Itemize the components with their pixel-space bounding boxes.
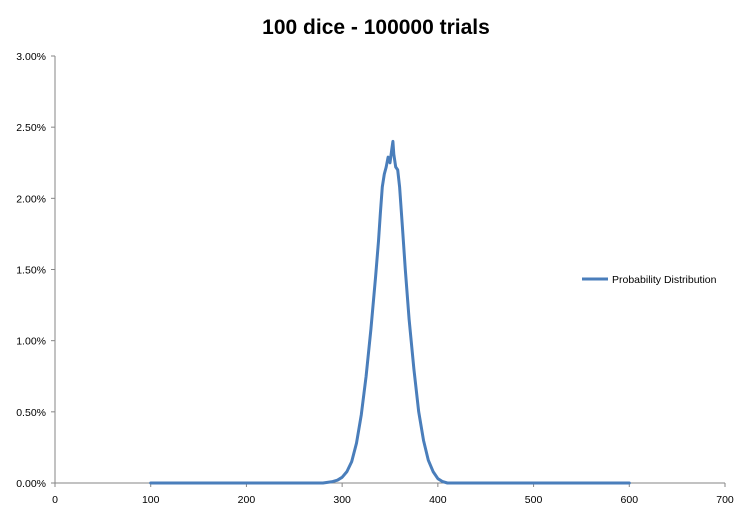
y-axis-ticks: 0.00% 0.50% 1.00% 1.50% 2.00% 2.50% 3.00% — [16, 51, 55, 490]
y-tick-label: 1.50% — [16, 265, 46, 277]
x-tick-label: 300 — [333, 494, 351, 506]
x-tick-label: 400 — [429, 494, 447, 506]
y-tick-label: 3.00% — [16, 51, 46, 63]
legend: Probability Distribution — [582, 274, 717, 286]
x-tick-label: 700 — [716, 494, 734, 506]
x-tick-label: 500 — [525, 494, 543, 506]
x-tick-label: 0 — [52, 494, 58, 506]
x-tick-label: 200 — [238, 494, 256, 506]
x-tick-label: 100 — [142, 494, 160, 506]
chart-axes — [54, 56, 725, 484]
y-tick-label: 2.00% — [16, 193, 46, 205]
chart-title: 100 dice - 100000 trials — [262, 16, 490, 39]
y-tick-label: 2.50% — [16, 122, 46, 134]
y-tick-label: 0.00% — [16, 478, 46, 490]
legend-label: Probability Distribution — [612, 274, 717, 286]
x-axis-ticks: 0 100 200 300 400 500 600 700 — [52, 483, 734, 506]
series-line — [149, 139, 631, 485]
x-tick-label: 600 — [621, 494, 639, 506]
y-tick-label: 0.50% — [16, 407, 46, 419]
series-group — [149, 139, 631, 485]
y-tick-label: 1.00% — [16, 336, 46, 348]
